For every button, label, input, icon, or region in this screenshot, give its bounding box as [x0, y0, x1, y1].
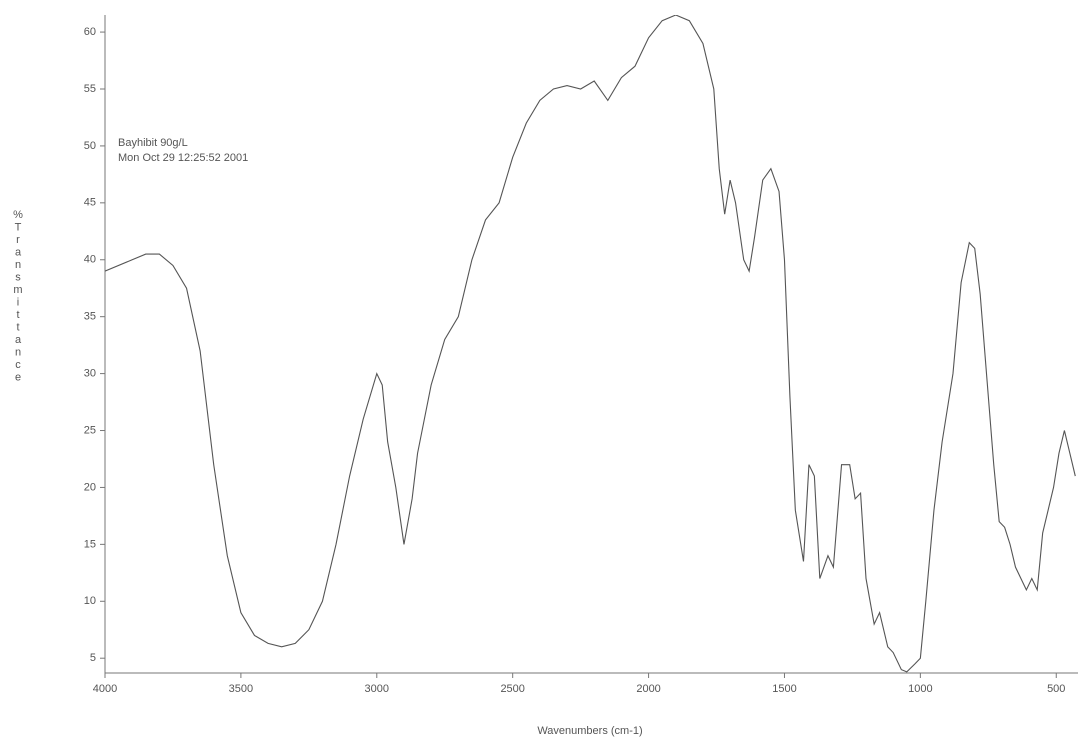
y-tick-label: 50	[84, 140, 96, 152]
y-tick-label: 45	[84, 197, 96, 209]
x-tick-label: 3500	[229, 683, 253, 695]
x-tick-label: 2500	[500, 683, 524, 695]
annotation: Mon Oct 29 12:25:52 2001	[118, 152, 248, 164]
y-tick-label: 15	[84, 538, 96, 550]
x-tick-label: 1000	[908, 683, 932, 695]
y-tick-label: 40	[84, 254, 96, 266]
y-tick-label: 10	[84, 595, 96, 607]
y-tick-label: 55	[84, 83, 96, 95]
annotation: Bayhibit 90g/L	[118, 137, 188, 149]
y-tick-label: 20	[84, 481, 96, 493]
x-tick-label: 2000	[636, 683, 660, 695]
chart: Bayhibit 90g/L Mon Oct 29 12:25:52 2001 …	[0, 0, 1078, 743]
x-tick-label: 4000	[93, 683, 117, 695]
y-tick-label: 35	[84, 311, 96, 323]
x-tick-label: 1500	[772, 683, 796, 695]
y-tick-label: 60	[84, 26, 96, 38]
y-tick-label: 25	[84, 424, 96, 436]
y-tick-label: 30	[84, 368, 96, 380]
spectrum-line	[105, 15, 1075, 672]
x-axis-label: Wavenumbers (cm-1)	[537, 725, 642, 737]
x-tick-label: 3000	[365, 683, 389, 695]
x-tick-label: 500	[1047, 683, 1065, 695]
y-tick-label: 5	[90, 652, 96, 664]
